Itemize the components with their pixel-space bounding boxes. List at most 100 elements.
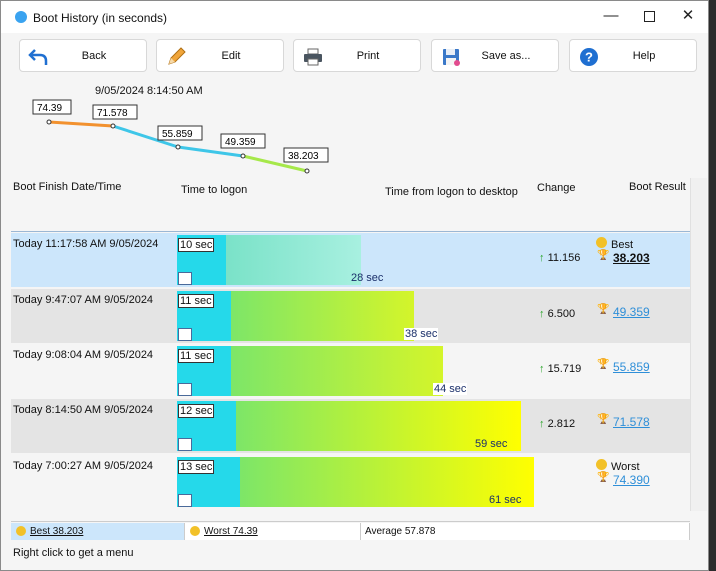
- smiley-icon: [596, 459, 607, 470]
- smiley-icon: [16, 526, 26, 536]
- summary-worst[interactable]: Worst 74.39: [185, 523, 361, 540]
- trophy-icon: 🏆: [597, 359, 610, 370]
- arrow-up-icon: ↑: [539, 363, 545, 375]
- arrow-up-icon: ↑: [539, 308, 545, 320]
- save-as-button[interactable]: Save as...: [431, 39, 559, 72]
- toolbar: Back Edit Print Save as...: [1, 33, 708, 83]
- maximize-button[interactable]: [634, 5, 664, 27]
- point-label-box: [157, 125, 203, 141]
- boot-date: Today 7:00:27 AM 9/05/2024: [13, 460, 154, 472]
- edit-button[interactable]: Edit: [156, 39, 284, 72]
- edit-label: Edit: [221, 50, 241, 62]
- context-menu-hint: Right click to get a menu: [13, 547, 134, 559]
- maximize-icon: [643, 10, 655, 22]
- table-row[interactable]: Today 11:17:58 AM 9/05/2024 10 sec 28 sec ↑…: [11, 233, 690, 287]
- hatch-icon: [178, 383, 192, 396]
- hatch-icon: [178, 438, 192, 451]
- change-amount: 2.812: [547, 418, 576, 430]
- help-button[interactable]: ? Help: [569, 39, 697, 72]
- change-value: ↑ 2.812: [539, 418, 575, 430]
- logon-time-label: 10 sec: [178, 238, 215, 252]
- logon-time-label: 13 sec: [178, 460, 215, 474]
- logon-time-label: 11 sec: [178, 349, 214, 363]
- table-row[interactable]: Today 7:00:27 AM 9/05/2024 13 sec 61 sec Wo…: [11, 455, 690, 509]
- save-as-label: Save as...: [481, 50, 531, 62]
- total-time-label: 44 sec: [433, 383, 468, 395]
- floppy-disk-icon: [443, 49, 460, 66]
- change-amount: 11.156: [547, 252, 581, 264]
- arrow-up-icon: ↑: [539, 418, 545, 430]
- summary-bar: Best 38.203 Worst 74.39 Average 57.878: [11, 523, 690, 540]
- desktop-time-bar: [240, 457, 534, 507]
- result-rank: Worst: [611, 461, 640, 473]
- change-amount: 6.500: [547, 308, 576, 320]
- hatch-icon: [178, 272, 192, 285]
- help-label: Help: [632, 50, 656, 62]
- graph-timestamp: 9/05/2024 8:14:50 AM: [95, 85, 203, 97]
- title-bar: Boot History (in seconds) — ✕: [1, 1, 708, 33]
- boot-result-link[interactable]: 55.859: [613, 360, 650, 374]
- print-button[interactable]: Print: [293, 39, 421, 72]
- desktop-time-bar: [236, 401, 521, 451]
- trophy-icon: 🏆: [597, 472, 610, 483]
- boot-date: Today 11:17:58 AM 9/05/2024: [13, 238, 159, 250]
- summary-best[interactable]: Best 38.203: [11, 523, 185, 540]
- trend-segment: [112, 124, 179, 149]
- minimize-button[interactable]: —: [603, 7, 619, 24]
- trend-segment: [177, 145, 244, 158]
- boot-result-link[interactable]: 38.203: [613, 251, 650, 265]
- summary-average: Average 57.878: [361, 523, 690, 540]
- trend-point[interactable]: [175, 144, 181, 150]
- window-title: Boot History (in seconds): [33, 11, 168, 25]
- desktop-time-bar: [231, 291, 414, 341]
- arrow-up-icon: ↑: [539, 252, 545, 264]
- table-row[interactable]: Today 9:47:07 AM 9/05/2024 11 sec 38 sec ↑ …: [11, 289, 690, 343]
- trend-point[interactable]: [46, 119, 52, 125]
- back-button[interactable]: Back: [19, 39, 147, 72]
- smiley-icon: [596, 237, 607, 248]
- total-time-label: 59 sec: [475, 438, 508, 450]
- trend-point[interactable]: [110, 123, 116, 129]
- column-header-change[interactable]: Change: [537, 182, 576, 194]
- app-icon: [15, 11, 27, 23]
- point-label-box: [220, 133, 266, 149]
- print-label: Print: [356, 50, 380, 62]
- change-amount: 15.719: [547, 363, 582, 375]
- point-label: 38.203: [288, 151, 319, 162]
- column-header-logon[interactable]: Time to logon: [181, 184, 248, 196]
- point-label: 55.859: [162, 129, 193, 140]
- result-rank: Best: [611, 239, 634, 251]
- trend-segment: [48, 120, 114, 128]
- status-divider: [11, 521, 690, 522]
- trend-point[interactable]: [304, 168, 310, 174]
- boot-result-link[interactable]: 74.390: [613, 473, 650, 487]
- total-time-label: 38 sec: [404, 328, 439, 340]
- boot-result-link[interactable]: 49.359: [613, 305, 650, 319]
- change-value: ↑ 6.500: [539, 308, 575, 320]
- table-row[interactable]: Today 9:08:04 AM 9/05/2024 11 sec 44 sec ↑ …: [11, 344, 690, 398]
- boot-date: Today 9:08:04 AM 9/05/2024: [13, 349, 154, 361]
- trend-point[interactable]: [240, 153, 246, 159]
- trophy-icon: 🏆: [597, 304, 610, 315]
- point-label-box: [32, 99, 72, 115]
- back-arrow-icon: [28, 49, 48, 65]
- hatch-icon: [178, 328, 192, 341]
- boot-date: Today 9:47:07 AM 9/05/2024: [13, 294, 154, 306]
- trend-segment: [242, 154, 308, 173]
- column-header-result[interactable]: Boot Result: [629, 181, 686, 193]
- help-icon: ?: [580, 48, 598, 66]
- point-label-box: [283, 147, 329, 163]
- smiley-icon: [190, 526, 200, 536]
- logon-time-label: 12 sec: [178, 404, 215, 418]
- column-header-date[interactable]: Boot Finish Date/Time: [13, 181, 122, 193]
- column-header-desktop[interactable]: Time from logon to desktop: [385, 186, 518, 198]
- boot-date: Today 8:14:50 AM 9/05/2024: [13, 404, 154, 416]
- close-button[interactable]: ✕: [681, 7, 695, 24]
- change-value: ↑ 15.719: [539, 363, 581, 375]
- table-row[interactable]: Today 8:14:50 AM 9/05/2024 12 sec 59 sec ↑ …: [11, 399, 690, 453]
- vertical-scrollbar[interactable]: [690, 178, 707, 511]
- trophy-icon: 🏆: [597, 414, 610, 425]
- trend-line-chart: 74.39 71.578 55.859 49.359 38.203: [32, 99, 329, 174]
- boot-result-link[interactable]: 71.578: [613, 415, 650, 429]
